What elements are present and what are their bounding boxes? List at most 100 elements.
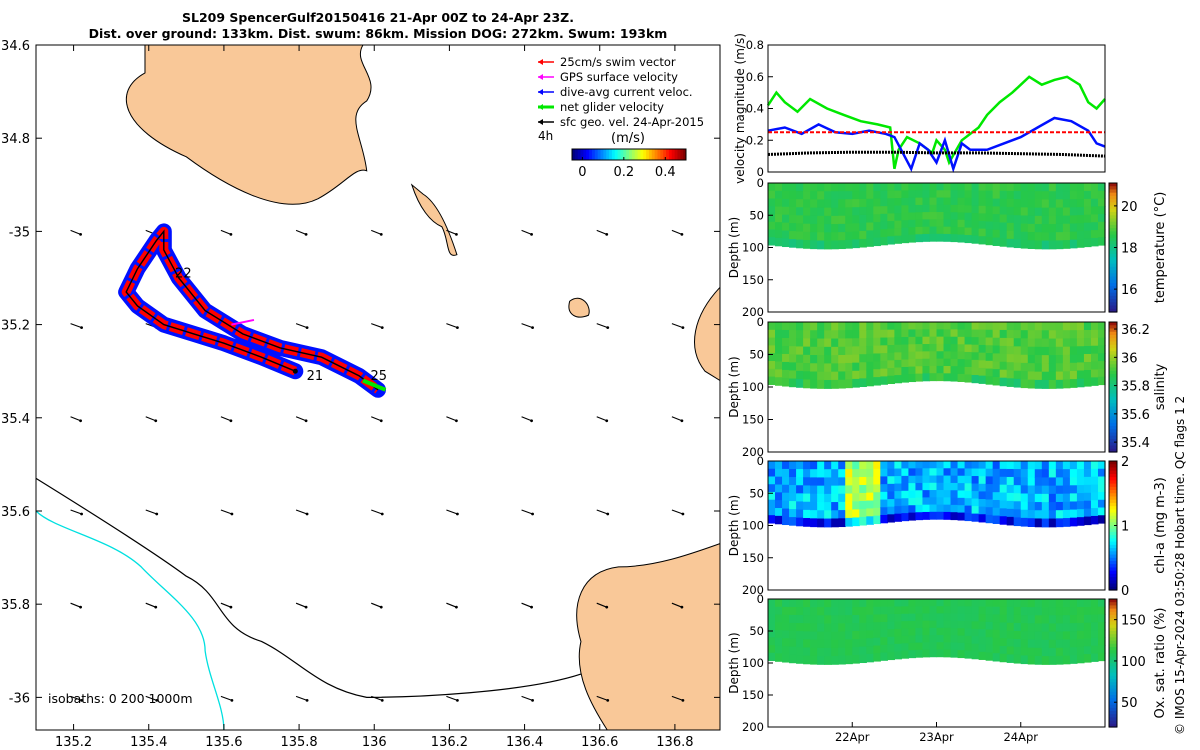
section-cell [831, 631, 839, 641]
section-cell [859, 461, 867, 470]
section-cell [999, 461, 1008, 470]
section-colorbar-cell [1109, 212, 1117, 216]
section-cell [796, 207, 804, 216]
section-cell [873, 515, 881, 525]
section-cell [1069, 517, 1078, 527]
section-cell [887, 468, 895, 477]
section-cell [831, 371, 839, 381]
section-cell [803, 338, 811, 348]
section-colorbar-cell [1109, 357, 1117, 362]
section-cell [810, 330, 818, 340]
section-cell [964, 212, 973, 221]
section-cell [845, 239, 853, 249]
section-cell [859, 338, 867, 347]
section-cell [950, 468, 959, 477]
section-cell [901, 344, 910, 353]
section-cell [971, 606, 980, 615]
section-ytick-label: 150 [742, 688, 764, 702]
section-cell [1006, 492, 1015, 502]
sfc-vector [371, 602, 382, 608]
section-cell [1034, 207, 1043, 217]
sfc-vector-head [79, 419, 82, 423]
section-cell [1069, 647, 1078, 656]
section-cell [1055, 379, 1064, 389]
section-cell [1097, 345, 1106, 354]
section-colorbar-cell [1109, 348, 1117, 352]
section-cell [915, 190, 924, 199]
section-cell [880, 614, 888, 623]
section-cell [831, 191, 839, 201]
section-cell [831, 647, 839, 657]
section-cell [1020, 362, 1029, 372]
section-cell [768, 491, 776, 501]
section-cell [1027, 191, 1036, 200]
section-cell [768, 368, 776, 378]
section-cell [817, 215, 825, 225]
section-colorbar-cell [1109, 637, 1117, 642]
track-day-label: 25 [370, 369, 387, 384]
map-colorbar-cell [657, 149, 661, 160]
section-cell [824, 207, 832, 217]
section-xtick-label: 23Apr [919, 730, 954, 744]
section-cell [985, 213, 994, 223]
section-cell [768, 499, 776, 509]
section-cell [1069, 599, 1078, 608]
section-cell [1027, 501, 1036, 511]
section-cell [1013, 638, 1022, 648]
section-cell [971, 220, 980, 229]
velocity-ytick-label: 0.8 [746, 38, 764, 52]
section-cell [887, 491, 895, 500]
section-cell [950, 461, 959, 469]
section-cell [1090, 515, 1099, 525]
section-cell [894, 213, 902, 222]
section-cell [845, 647, 853, 657]
section-cell [1020, 599, 1029, 608]
section-cell [796, 199, 804, 208]
section-cell [915, 322, 924, 330]
section-cell [831, 379, 839, 389]
section-cell [852, 191, 860, 200]
section-cell [929, 233, 938, 242]
section-cell [768, 237, 776, 246]
section-cell [1034, 656, 1043, 665]
section-cell [796, 485, 804, 494]
section-cell [1048, 518, 1057, 528]
section-cell [922, 635, 931, 643]
section-cell [908, 497, 917, 506]
section-cell [845, 223, 853, 233]
section-cell [908, 628, 917, 637]
map-ytick-label: -35 [9, 225, 30, 240]
section-cell [845, 461, 853, 470]
section-cell [964, 621, 973, 630]
section-cell [768, 629, 776, 638]
section-cell [775, 214, 783, 223]
section-cell [978, 636, 987, 645]
sfc-vector-head [455, 419, 458, 423]
section-cell [817, 338, 825, 348]
section-cell [803, 371, 811, 381]
section-cell [1069, 655, 1078, 664]
section-cell [901, 359, 910, 368]
section-cell [978, 461, 987, 470]
section-cell [929, 468, 938, 477]
section-cell [929, 219, 938, 228]
section-cell [1097, 476, 1106, 485]
section-colorbar-cell [1109, 400, 1117, 404]
section-colorbar-cell [1109, 361, 1117, 365]
section-cell [775, 230, 783, 239]
section-cell [859, 492, 867, 502]
section-cell [789, 207, 797, 216]
section-cell [950, 234, 959, 243]
section-cell [999, 345, 1008, 355]
section-cell [1069, 469, 1078, 478]
section-cell [775, 369, 783, 378]
section-colorbar-cell [1109, 464, 1117, 469]
section-cell [985, 376, 994, 385]
section-cell [978, 205, 987, 215]
section-cell [1097, 484, 1106, 493]
section-cell [1041, 461, 1050, 470]
section-colorbar-cell [1109, 512, 1117, 517]
section-colorbar-cell [1109, 432, 1117, 437]
section-cell [1062, 363, 1071, 372]
section-cell [789, 338, 797, 347]
